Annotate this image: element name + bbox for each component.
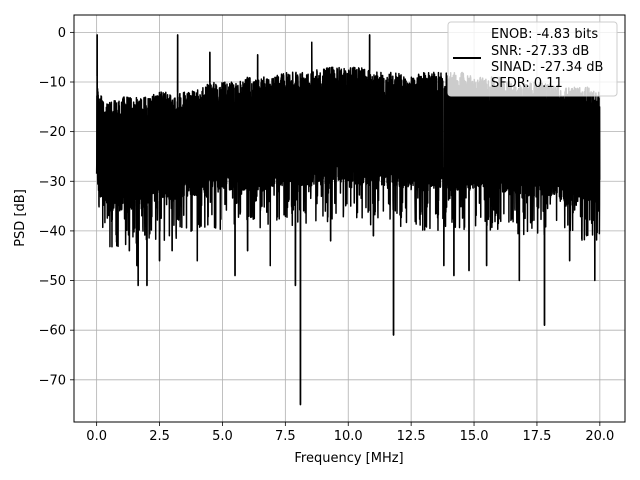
legend-box bbox=[447, 21, 618, 97]
x-tick-label: 0.0 bbox=[86, 429, 107, 444]
y-tick-label: −30 bbox=[39, 175, 66, 190]
psd-series bbox=[95, 34, 601, 406]
y-axis-label: PSD [dB] bbox=[13, 189, 28, 247]
x-tick-label: 20.0 bbox=[585, 429, 614, 444]
y-tick-label: −40 bbox=[39, 224, 66, 239]
psd-line bbox=[95, 34, 601, 406]
legend-text-sfdr: SFDR: 0.11 bbox=[491, 76, 563, 91]
legend-text-sinad: SINAD: -27.34 dB bbox=[491, 60, 603, 75]
y-tick-label: −60 bbox=[39, 324, 66, 339]
y-tick-label: 0 bbox=[58, 26, 66, 41]
x-tick-label: 15.0 bbox=[460, 429, 489, 444]
x-tick-label: 10.0 bbox=[334, 429, 363, 444]
x-tick-label: 2.5 bbox=[149, 429, 170, 444]
y-tick-label: −20 bbox=[39, 125, 66, 140]
x-ticks: 0.0 2.5 5.0 7.5 10.0 12.5 15.0 17.5 20.0 bbox=[86, 422, 614, 444]
y-tick-label: −50 bbox=[39, 274, 66, 289]
y-ticks: 0 −10 −20 −30 −40 −50 −60 −70 bbox=[39, 26, 74, 388]
plot-frame bbox=[73, 14, 626, 423]
x-axis-label: Frequency [MHz] bbox=[294, 451, 403, 466]
x-tick-label: 17.5 bbox=[522, 429, 551, 444]
x-tick-label: 5.0 bbox=[212, 429, 233, 444]
legend: ENOB: -4.83 bits SNR: -27.33 dB SINAD: -… bbox=[447, 21, 618, 97]
y-tick-label: −10 bbox=[39, 76, 66, 91]
y-tick-label: −70 bbox=[39, 373, 66, 388]
legend-text-snr: SNR: -27.33 dB bbox=[491, 44, 589, 59]
legend-text-enob: ENOB: -4.83 bits bbox=[491, 27, 598, 42]
x-tick-label: 7.5 bbox=[275, 429, 296, 444]
x-tick-label: 12.5 bbox=[397, 429, 426, 444]
